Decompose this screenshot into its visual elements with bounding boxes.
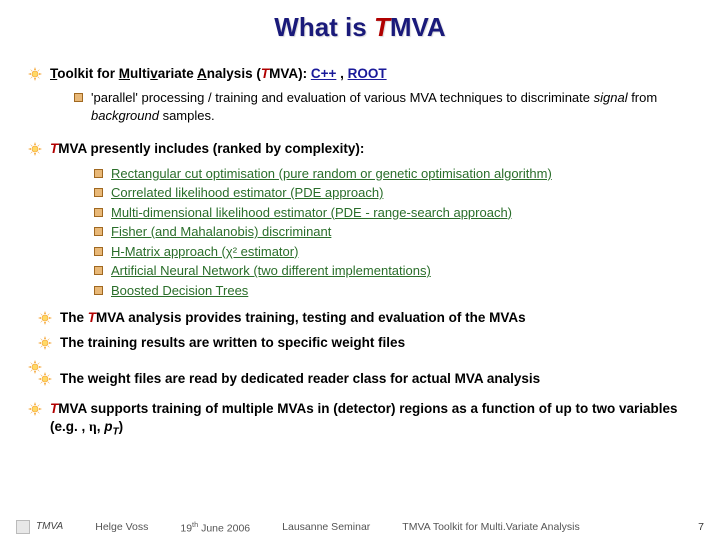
square-icon bbox=[94, 247, 103, 256]
bullet-1: Toolkit for Multivariate Analysis (TMVA)… bbox=[28, 65, 692, 83]
title-prefix: What is bbox=[274, 12, 374, 42]
title-suffix: MVA bbox=[390, 12, 446, 42]
square-icon bbox=[94, 208, 103, 217]
method-item: Rectangular cut optimisation (pure rando… bbox=[94, 165, 692, 183]
sun-icon bbox=[38, 311, 52, 325]
bullet-2-text: TMVA presently includes (ranked by compl… bbox=[50, 140, 364, 158]
footer-date: 19th June 2006 bbox=[180, 520, 250, 535]
square-icon bbox=[94, 188, 103, 197]
footer-venue: Lausanne Seminar bbox=[282, 521, 370, 533]
sub-bullet: 'parallel' processing / training and eva… bbox=[74, 89, 692, 124]
method-label[interactable]: Multi-dimensional likelihood estimator (… bbox=[111, 204, 512, 222]
method-item: Boosted Decision Trees bbox=[94, 282, 692, 300]
method-label[interactable]: H-Matrix approach (χ² estimator) bbox=[111, 243, 298, 261]
bullet-5-text: The weight files are read by dedicated r… bbox=[60, 370, 540, 388]
bullet-3-text: The TMVA analysis provides training, tes… bbox=[60, 309, 526, 327]
footer-talk: TMVA Toolkit for Multi.Variate Analysis bbox=[402, 521, 579, 533]
stray-sun bbox=[28, 358, 692, 370]
method-item: H-Matrix approach (χ² estimator) bbox=[94, 243, 692, 261]
sun-icon bbox=[28, 142, 42, 156]
method-item: Correlated likelihood estimator (PDE app… bbox=[94, 184, 692, 202]
sun-icon bbox=[28, 67, 42, 81]
title-tm: T bbox=[374, 12, 390, 42]
method-label[interactable]: Rectangular cut optimisation (pure rando… bbox=[111, 165, 552, 183]
footer-logo-icon bbox=[16, 520, 30, 534]
footer-author: Helge Voss bbox=[95, 521, 148, 533]
square-icon bbox=[74, 93, 83, 102]
method-item: Multi-dimensional likelihood estimator (… bbox=[94, 204, 692, 222]
methods-list: Rectangular cut optimisation (pure rando… bbox=[94, 165, 692, 300]
method-item: Artificial Neural Network (two different… bbox=[94, 262, 692, 280]
method-label[interactable]: Boosted Decision Trees bbox=[111, 282, 248, 300]
bullet-1-text: Toolkit for Multivariate Analysis (TMVA)… bbox=[50, 65, 387, 83]
bullet-4-text: The training results are written to spec… bbox=[60, 334, 405, 352]
method-label[interactable]: Correlated likelihood estimator (PDE app… bbox=[111, 184, 383, 202]
sun-icon bbox=[38, 372, 52, 386]
bullet-6: TMVA supports training of multiple MVAs … bbox=[28, 400, 692, 440]
slide-title: What is TMVA bbox=[28, 12, 692, 43]
bullet-2: TMVA presently includes (ranked by compl… bbox=[28, 140, 692, 158]
square-icon bbox=[94, 169, 103, 178]
footer-tmva: TMVA bbox=[36, 521, 63, 532]
page-number: 7 bbox=[698, 521, 704, 533]
method-item: Fisher (and Mahalanobis) discriminant bbox=[94, 223, 692, 241]
cpp-link[interactable]: C++ bbox=[311, 66, 337, 81]
bullet-1-sub: 'parallel' processing / training and eva… bbox=[74, 89, 692, 124]
bullet-5: The weight files are read by dedicated r… bbox=[38, 370, 692, 388]
sun-icon bbox=[28, 360, 38, 370]
square-icon bbox=[94, 266, 103, 275]
sun-icon bbox=[38, 336, 52, 350]
method-label[interactable]: Fisher (and Mahalanobis) discriminant bbox=[111, 223, 331, 241]
sub-text: 'parallel' processing / training and eva… bbox=[91, 89, 692, 124]
bullet-3: The TMVA analysis provides training, tes… bbox=[38, 309, 692, 327]
sun-icon bbox=[28, 402, 42, 416]
square-icon bbox=[94, 227, 103, 236]
slide: What is TMVA Toolkit for Multivariate An… bbox=[0, 0, 720, 540]
footer: TMVA Helge Voss 19th June 2006 Lausanne … bbox=[0, 520, 720, 535]
square-icon bbox=[94, 286, 103, 295]
method-label[interactable]: Artificial Neural Network (two different… bbox=[111, 262, 431, 280]
root-link[interactable]: ROOT bbox=[348, 66, 387, 81]
bullet-6-text: TMVA supports training of multiple MVAs … bbox=[50, 400, 692, 440]
bullet-4: The training results are written to spec… bbox=[38, 334, 692, 352]
